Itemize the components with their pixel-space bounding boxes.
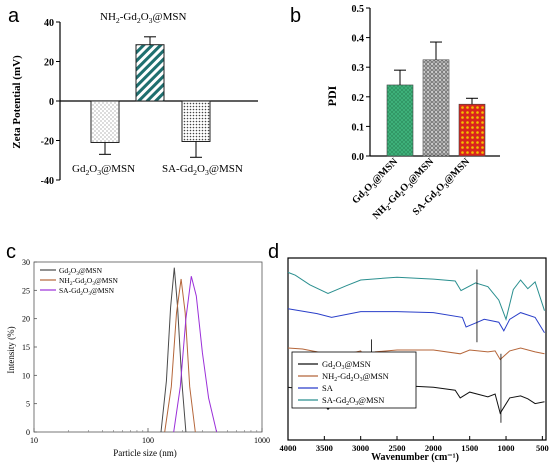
panel-b-pdi-chart: PDI 0.00.10.20.30.40.5 Gd2O3@MSNNH2-Gd2O… [325, 4, 500, 223]
panel-b-ytick-label: 0.4 [352, 34, 365, 45]
panel-d-xtick-label: 500 [536, 443, 549, 453]
panel-c-size-chart: Intensity (%) Particle size (nm) 0 5 10 15 2… [6, 258, 270, 458]
panel-d-legend-label: NH2-Gd2O3@MSN [322, 371, 389, 383]
panel-d-ftir-chart: Wavenumber (cm⁻¹) 4000 3500 3000 2500 2000 15… [280, 257, 549, 463]
panel-d-frame [287, 257, 547, 441]
panel-c-xtick-label: 1000 [254, 436, 270, 445]
panel-d-xtick-label: 3000 [352, 443, 369, 453]
panel-a-bar [181, 100, 211, 142]
panel-b-bar [422, 59, 450, 157]
panel-d-xtick-label: 4000 [280, 443, 297, 453]
panel-c-ytick-label: 10 [22, 371, 30, 380]
panel-a-zeta-chart: Zeta Potential (mV) -40 -20 0 20 40 Gd2O3@MS… [11, 11, 258, 187]
panel-c-legend-label: NH2-Gd2O3@MSN [59, 276, 119, 287]
panel-c-series-line [164, 278, 196, 433]
panel-d-series-line [287, 384, 545, 415]
panel-b-category-text: NH2-Gd2O3@MSN [371, 156, 438, 223]
panel-letter-c: c [6, 241, 16, 263]
panel-a-label-nh2: NH2-Gd2O3@MSN [100, 11, 187, 25]
panel-c-ytick-label: 25 [22, 286, 30, 295]
panel-d-xtick-label: 1500 [461, 443, 478, 453]
panel-b-category-label: NH2-Gd2O3@MSN [371, 156, 438, 223]
panel-b-ylabel: PDI [325, 85, 339, 106]
panel-b-ytick-label: 0.3 [352, 63, 365, 74]
panel-b-ytick-label: 0.1 [352, 122, 365, 133]
panel-c-ytick-label: 0 [26, 428, 30, 437]
panel-d-legend-box [291, 351, 417, 409]
panel-c-xtick-label: 100 [142, 436, 154, 445]
panel-c-ytick-label: 30 [22, 258, 30, 267]
panel-a-ytick-label: -40 [41, 176, 54, 187]
panel-b-ytick-label: 0.0 [352, 152, 365, 163]
panel-a-ytick-label: -20 [41, 137, 54, 148]
panel-b-bar [386, 84, 414, 157]
panel-c-xlabel: Particle size (nm) [113, 448, 176, 458]
panel-c-series-line [173, 276, 218, 433]
panel-letter-b: b [290, 5, 301, 27]
panel-a-bar [90, 100, 120, 143]
panel-d-series-line [287, 308, 545, 333]
panel-d-series-line [287, 271, 545, 321]
panel-b-bar [458, 103, 486, 157]
panel-a-ylabel: Zeta Potential (mV) [11, 55, 23, 149]
panel-c-series-line [160, 267, 187, 433]
panel-a-label-gd2o3: Gd2O3@MSN [72, 163, 135, 177]
panel-c-ytick-label: 5 [26, 400, 30, 409]
panel-c-ytick-label: 20 [22, 315, 30, 324]
panel-d-xtick-label: 3500 [316, 443, 333, 453]
panel-d-xtick-label: 2000 [425, 443, 442, 453]
panel-b-ytick-label: 0.5 [352, 4, 365, 15]
panel-d-legend-label: SA-Gd2O3@MSN [322, 395, 384, 407]
panel-a-ytick-label: 0 [49, 97, 54, 108]
panel-d-xtick-label: 1000 [498, 443, 515, 453]
panel-d-xlabel: Wavenumber (cm⁻¹) [371, 452, 459, 463]
panel-d-legend-label: SA [322, 383, 334, 393]
panel-a-bar [135, 44, 165, 102]
panel-a-ytick-label: 40 [44, 18, 54, 29]
panel-c-legend-label: SA-Gd2O3@MSN [59, 286, 115, 297]
panel-b-ytick-label: 0.2 [352, 93, 365, 104]
panel-c-ylabel: Intensity (%) [6, 326, 16, 373]
panel-c-legend-label: Gd2O3@MSN [59, 266, 103, 277]
panel-a-label-sa: SA-Gd2O3@MSN [162, 163, 243, 177]
panel-letter-d: d [268, 241, 279, 263]
panel-c-ytick-label: 15 [22, 343, 30, 352]
panel-d-legend-label: Gd2O3@MSN [322, 359, 371, 371]
panel-a-ytick-label: 20 [44, 58, 54, 69]
panel-c-xtick-label: 10 [30, 436, 38, 445]
panel-d-xtick-label: 2500 [389, 443, 406, 453]
panel-letter-a: a [8, 5, 20, 27]
